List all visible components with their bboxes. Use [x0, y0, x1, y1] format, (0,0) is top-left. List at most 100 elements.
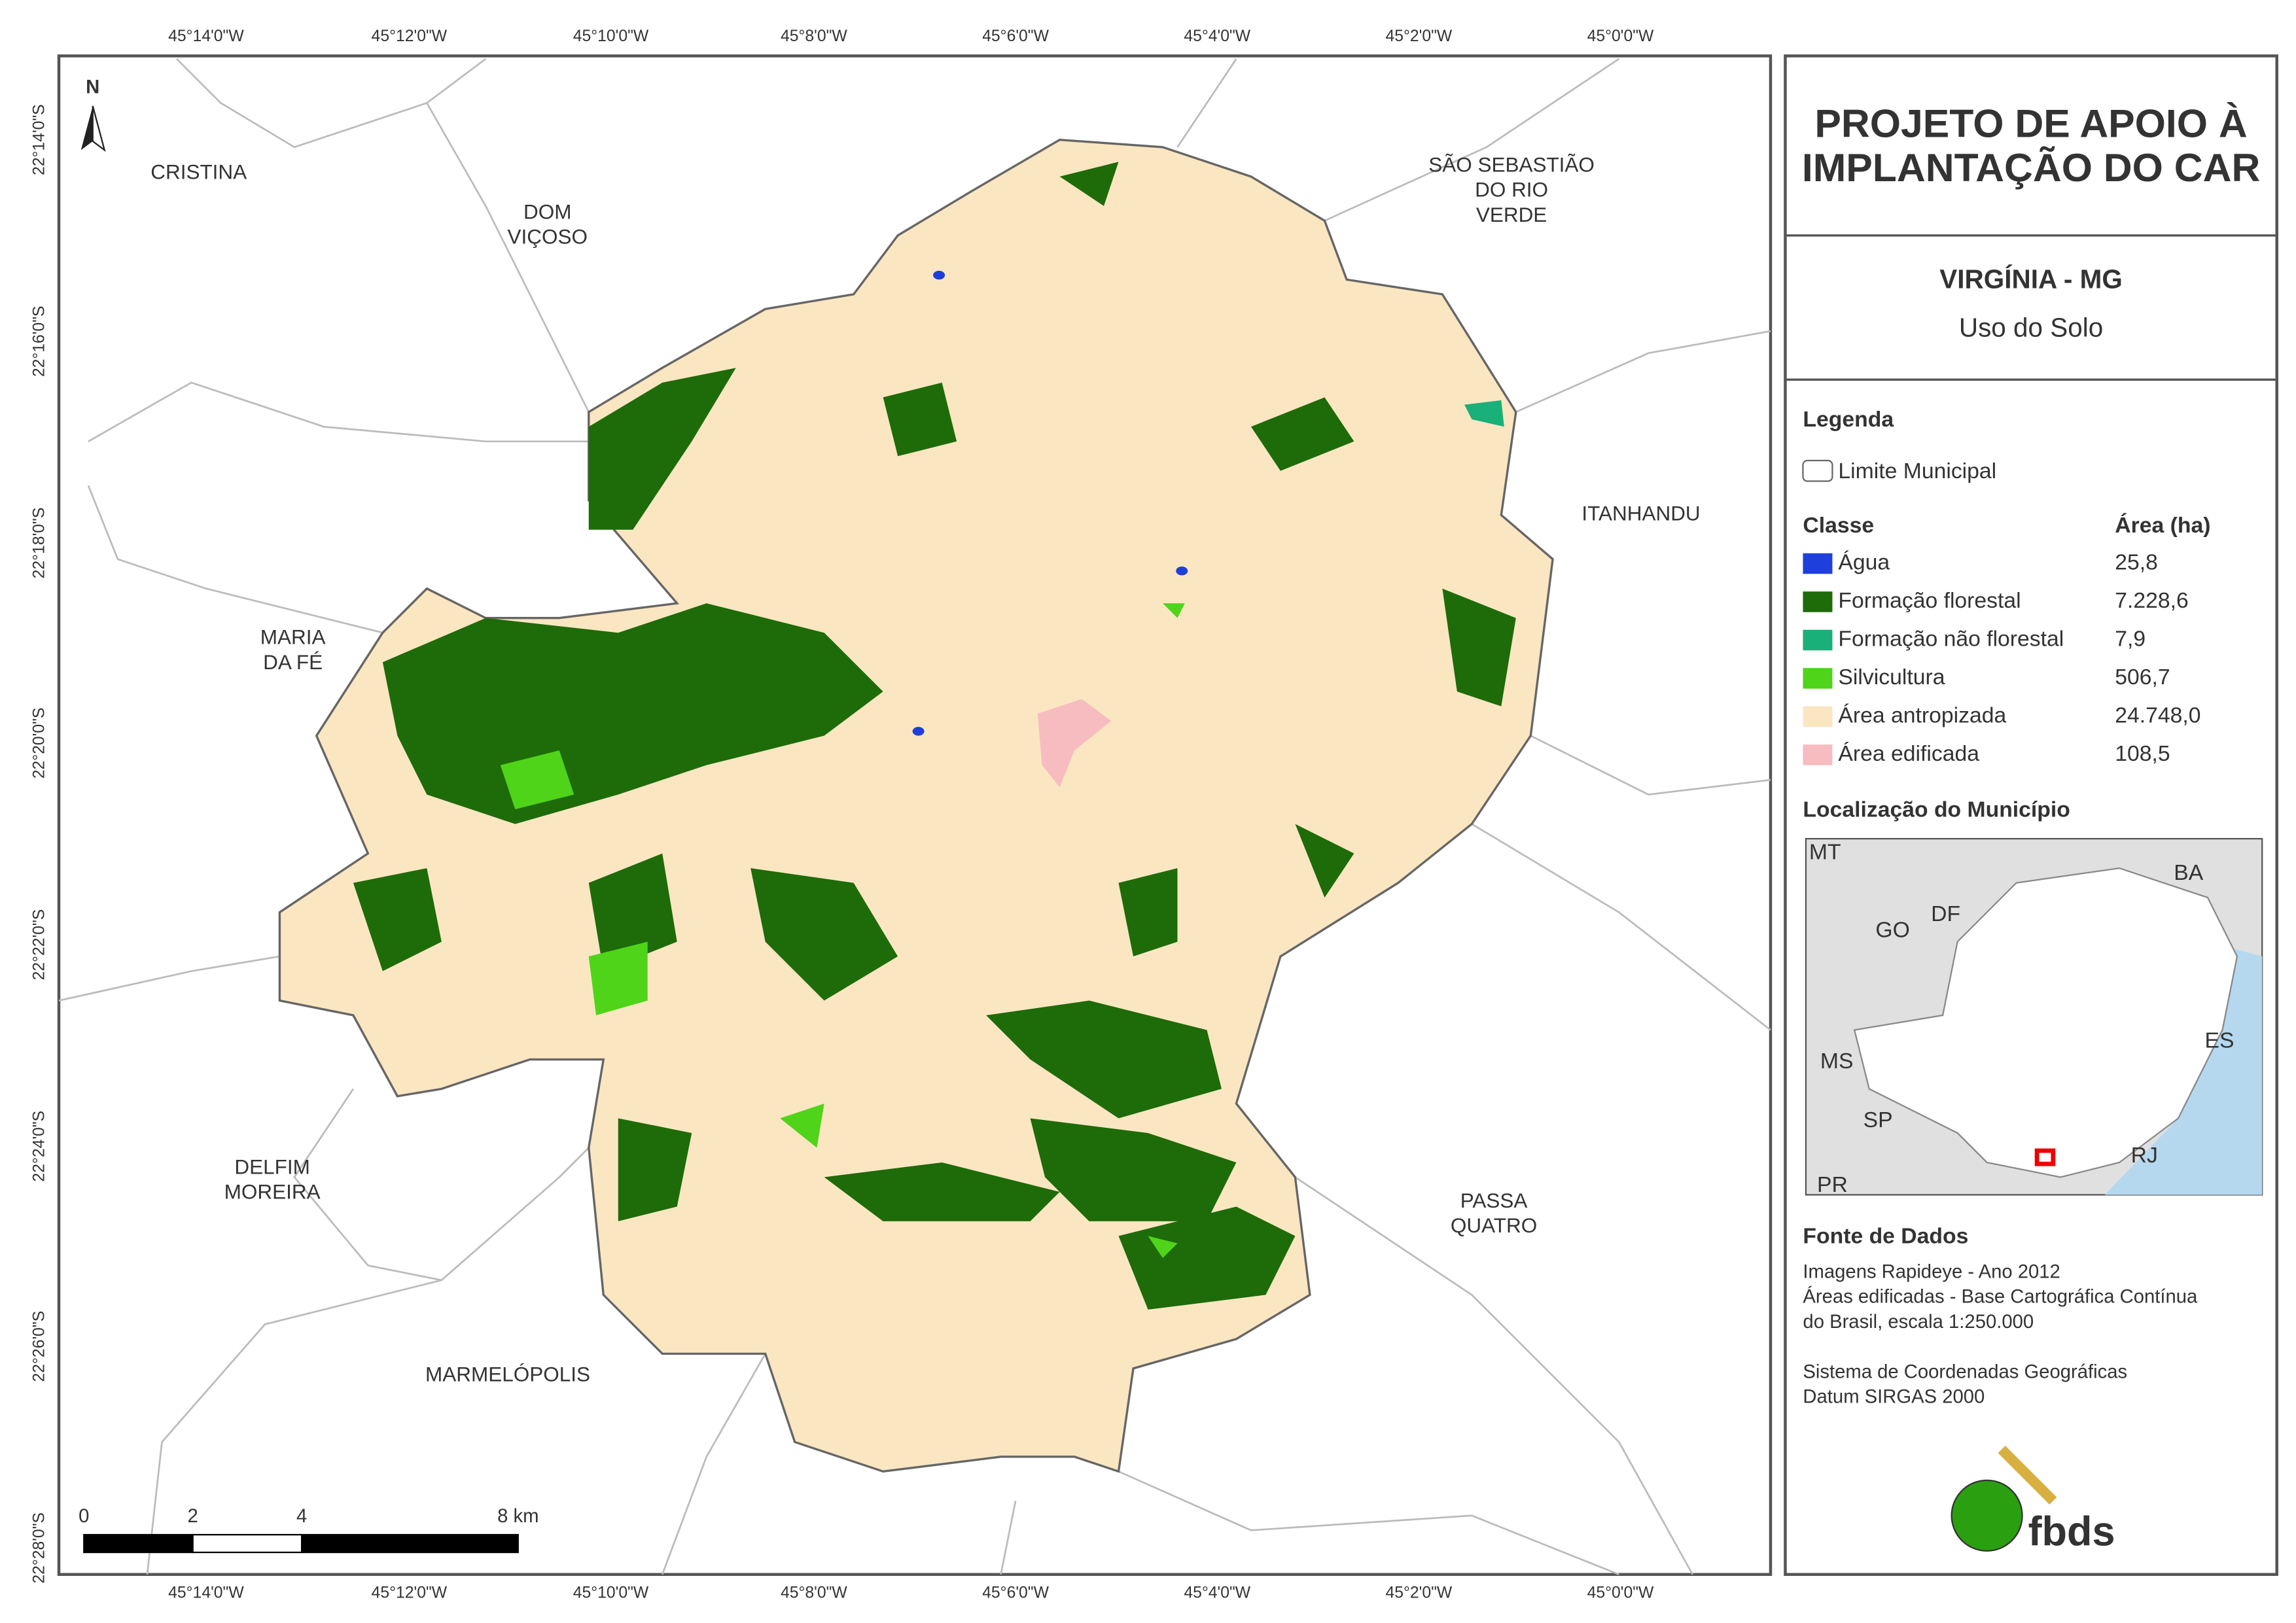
municipality-name: ITANHANDU [1581, 502, 1700, 525]
silviculture-patch [500, 750, 574, 810]
minas-gerais [1853, 867, 2238, 1178]
boundary [87, 485, 383, 634]
class-area: 7.228,6 [2115, 588, 2189, 613]
boundary [1000, 1176, 1693, 1576]
longitude-label: 45°0'0"W [1587, 1584, 1654, 1602]
longitude-label: 45°12'0"W [372, 1584, 448, 1602]
latitude-label: 22°16'0"S [30, 305, 48, 377]
longitude-label: 45°8'0"W [781, 1584, 847, 1602]
land-use-patches [353, 162, 1516, 1310]
class-area: 506,7 [2115, 665, 2170, 689]
forest-patch [1030, 1118, 1237, 1221]
forest-patch [1118, 1206, 1296, 1310]
non-forest-patch [1464, 400, 1504, 427]
source-line: Sistema de Coordenadas Geográficas [1803, 1361, 2127, 1382]
state-label: SP [1863, 1108, 1893, 1132]
state-label: MT [1809, 840, 1841, 865]
forest-patch [618, 1118, 692, 1221]
scale-label: 4 [296, 1506, 307, 1527]
forest-patch [353, 868, 442, 971]
municipality-name: QUATRO [1451, 1213, 1537, 1237]
boundary [1471, 735, 1771, 1031]
forest-patch [1059, 162, 1119, 206]
legend-title: Legenda [1803, 407, 1894, 432]
forest-patch [883, 382, 957, 457]
municipality-name: CRISTINA [150, 160, 247, 184]
forest-patch [1118, 868, 1178, 957]
side-panel [1784, 54, 2278, 1577]
class-name: Água [1838, 550, 1890, 574]
longitude-label: 45°12'0"W [372, 27, 448, 45]
municipality-name: MARMELÓPOLIS [425, 1362, 590, 1386]
class-swatch [1803, 591, 1833, 612]
boundary-label: Limite Municipal [1838, 459, 1996, 483]
forest-patch [751, 868, 898, 1001]
water-body [912, 727, 925, 736]
class-swatch [1803, 706, 1833, 727]
silviculture-patch [780, 1103, 824, 1148]
forest-patch [1442, 588, 1516, 707]
location-title: Localização do Município [1803, 797, 2070, 822]
boundary [175, 58, 487, 148]
municipality-name: DOM [523, 200, 571, 223]
class-header: Classe [1803, 513, 1874, 538]
scale-segment [83, 1533, 194, 1554]
longitude-label: 45°10'0"W [573, 1584, 649, 1602]
latitude-label: 22°26'0"S [30, 1311, 48, 1382]
longitude-label: 45°6'0"W [982, 1584, 1049, 1602]
logo-bar [1998, 1446, 2057, 1505]
location-inset: MT BA DF GO MS ES SP RJ PR [1805, 837, 2263, 1197]
class-swatch [1803, 553, 1833, 574]
forest-patch [824, 1162, 1060, 1221]
state-label: RJ [2131, 1143, 2158, 1168]
latitude-label: 22°24'0"S [30, 1111, 48, 1182]
class-swatch [1803, 744, 1833, 765]
north-label: N [86, 77, 99, 98]
boundary [146, 1279, 766, 1575]
longitude-label: 45°0'0"W [1587, 27, 1654, 45]
title: PROJETO DE APOIO À [1814, 101, 2247, 145]
silviculture-patch [1162, 603, 1185, 618]
class-name: Silvicultura [1838, 665, 1945, 689]
source-line: Datum SIRGAS 2000 [1803, 1387, 1985, 1408]
water-body [933, 270, 945, 280]
longitude-label: 45°2'0"W [1385, 27, 1452, 45]
municipality-name: DO RIO [1475, 178, 1548, 201]
municipality-name: SÃO SEBASTIÃO [1428, 152, 1595, 176]
scale-segment [192, 1533, 303, 1554]
state-label: DF [1931, 901, 1960, 926]
municipality-name: DELFIM [234, 1155, 309, 1178]
source-line: Imagens Rapideye - Ano 2012 [1803, 1261, 2060, 1282]
logo [1951, 1446, 2057, 1552]
state-label: PR [1817, 1172, 1848, 1197]
scale-label: 2 [188, 1506, 198, 1527]
latitude-label: 22°14'0"S [30, 104, 48, 175]
longitude-label: 45°14'0"W [168, 27, 244, 45]
arrow-half [92, 105, 106, 152]
subtitle: Uso do Solo [1959, 313, 2103, 343]
sources-title: Fonte de Dados [1803, 1224, 1968, 1249]
forest-patch [1295, 824, 1354, 898]
neighbor-boundaries [58, 58, 1771, 1576]
forest-patch [588, 368, 736, 530]
map-title: VIRGÍNIA - MG [1939, 264, 2123, 294]
longitude-label: 45°2'0"W [1385, 1584, 1452, 1602]
latitude-label: 22°22'0"S [30, 909, 48, 981]
longitude-label: 45°8'0"W [781, 27, 847, 45]
state-label: ES [2205, 1028, 2234, 1053]
class-name: Área edificada [1838, 741, 1979, 766]
logo-text: fbds [2028, 1509, 2115, 1555]
state-label: GO [1875, 918, 1909, 943]
class-name: Formação não florestal [1838, 626, 2064, 651]
municipality-name: MOREIRA [224, 1180, 321, 1204]
boundary [88, 102, 590, 443]
class-swatch [1803, 668, 1833, 689]
longitude-label: 45°6'0"W [982, 27, 1049, 45]
longitude-label: 45°10'0"W [573, 27, 649, 45]
boundary [58, 955, 590, 1282]
class-area: 7,9 [2115, 626, 2146, 651]
water-body [1176, 566, 1188, 576]
longitude-label: 45°14'0"W [168, 1584, 244, 1602]
class-area: 108,5 [2115, 741, 2170, 766]
